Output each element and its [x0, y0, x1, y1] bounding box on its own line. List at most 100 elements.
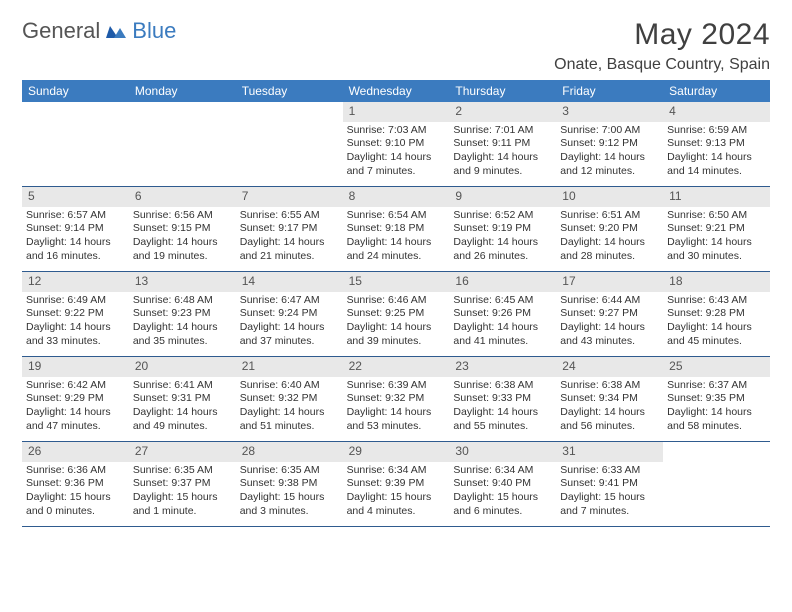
- day-header-cell: Tuesday: [236, 80, 343, 102]
- week-row: 19Sunrise: 6:42 AMSunset: 9:29 PMDayligh…: [22, 357, 770, 442]
- sunset-text: Sunset: 9:32 PM: [347, 392, 446, 406]
- sunrise-text: Sunrise: 6:46 AM: [347, 294, 446, 308]
- day-number: 25: [663, 357, 770, 377]
- daylight-text: Daylight: 15 hours and 7 minutes.: [560, 491, 659, 518]
- sunset-text: Sunset: 9:39 PM: [347, 477, 446, 491]
- sunset-text: Sunset: 9:33 PM: [453, 392, 552, 406]
- day-number: 9: [449, 187, 556, 207]
- cell-body: Sunrise: 7:00 AMSunset: 9:12 PMDaylight:…: [556, 124, 663, 183]
- daylight-text: Daylight: 14 hours and 33 minutes.: [26, 321, 125, 348]
- cell-body: Sunrise: 6:40 AMSunset: 9:32 PMDaylight:…: [236, 379, 343, 438]
- daylight-text: Daylight: 14 hours and 26 minutes.: [453, 236, 552, 263]
- sunrise-text: Sunrise: 6:39 AM: [347, 379, 446, 393]
- cell-body: [22, 124, 129, 128]
- calendar-cell: 27Sunrise: 6:35 AMSunset: 9:37 PMDayligh…: [129, 442, 236, 526]
- cell-body: [236, 124, 343, 128]
- cell-body: Sunrise: 6:34 AMSunset: 9:39 PMDaylight:…: [343, 464, 450, 523]
- sunset-text: Sunset: 9:22 PM: [26, 307, 125, 321]
- calendar-cell: 10Sunrise: 6:51 AMSunset: 9:20 PMDayligh…: [556, 187, 663, 271]
- calendar-cell: 13Sunrise: 6:48 AMSunset: 9:23 PMDayligh…: [129, 272, 236, 356]
- sunrise-text: Sunrise: 6:45 AM: [453, 294, 552, 308]
- daylight-text: Daylight: 14 hours and 58 minutes.: [667, 406, 766, 433]
- sunset-text: Sunset: 9:18 PM: [347, 222, 446, 236]
- calendar-cell: 3Sunrise: 7:00 AMSunset: 9:12 PMDaylight…: [556, 102, 663, 186]
- cell-body: [129, 124, 236, 128]
- sunrise-text: Sunrise: 6:55 AM: [240, 209, 339, 223]
- daylight-text: Daylight: 14 hours and 51 minutes.: [240, 406, 339, 433]
- day-number: 3: [556, 102, 663, 122]
- sunset-text: Sunset: 9:40 PM: [453, 477, 552, 491]
- calendar-cell: 1Sunrise: 7:03 AMSunset: 9:10 PMDaylight…: [343, 102, 450, 186]
- calendar-cell: 25Sunrise: 6:37 AMSunset: 9:35 PMDayligh…: [663, 357, 770, 441]
- sunset-text: Sunset: 9:14 PM: [26, 222, 125, 236]
- day-number: 4: [663, 102, 770, 122]
- calendar-cell: 15Sunrise: 6:46 AMSunset: 9:25 PMDayligh…: [343, 272, 450, 356]
- sunset-text: Sunset: 9:41 PM: [560, 477, 659, 491]
- title-block: May 2024 Onate, Basque Country, Spain: [554, 18, 770, 74]
- sunset-text: Sunset: 9:23 PM: [133, 307, 232, 321]
- day-number: 15: [343, 272, 450, 292]
- calendar-cell: 19Sunrise: 6:42 AMSunset: 9:29 PMDayligh…: [22, 357, 129, 441]
- sunset-text: Sunset: 9:20 PM: [560, 222, 659, 236]
- day-header-cell: Saturday: [663, 80, 770, 102]
- sunset-text: Sunset: 9:27 PM: [560, 307, 659, 321]
- daylight-text: Daylight: 14 hours and 41 minutes.: [453, 321, 552, 348]
- daylight-text: Daylight: 14 hours and 45 minutes.: [667, 321, 766, 348]
- calendar-cell: [22, 102, 129, 186]
- cell-body: Sunrise: 6:48 AMSunset: 9:23 PMDaylight:…: [129, 294, 236, 353]
- cell-body: Sunrise: 6:34 AMSunset: 9:40 PMDaylight:…: [449, 464, 556, 523]
- calendar-cell: 8Sunrise: 6:54 AMSunset: 9:18 PMDaylight…: [343, 187, 450, 271]
- sunset-text: Sunset: 9:19 PM: [453, 222, 552, 236]
- sunset-text: Sunset: 9:28 PM: [667, 307, 766, 321]
- day-number: 18: [663, 272, 770, 292]
- cell-body: Sunrise: 6:54 AMSunset: 9:18 PMDaylight:…: [343, 209, 450, 268]
- day-header-cell: Friday: [556, 80, 663, 102]
- calendar-cell: 12Sunrise: 6:49 AMSunset: 9:22 PMDayligh…: [22, 272, 129, 356]
- sunrise-text: Sunrise: 6:38 AM: [453, 379, 552, 393]
- sunrise-text: Sunrise: 6:43 AM: [667, 294, 766, 308]
- day-header-cell: Monday: [129, 80, 236, 102]
- day-header-cell: Wednesday: [343, 80, 450, 102]
- day-number: 17: [556, 272, 663, 292]
- sunset-text: Sunset: 9:17 PM: [240, 222, 339, 236]
- cell-body: Sunrise: 6:39 AMSunset: 9:32 PMDaylight:…: [343, 379, 450, 438]
- calendar-cell: [236, 102, 343, 186]
- sunset-text: Sunset: 9:21 PM: [667, 222, 766, 236]
- calendar-cell: 5Sunrise: 6:57 AMSunset: 9:14 PMDaylight…: [22, 187, 129, 271]
- day-number: 8: [343, 187, 450, 207]
- calendar-cell: 14Sunrise: 6:47 AMSunset: 9:24 PMDayligh…: [236, 272, 343, 356]
- calendar-cell: 26Sunrise: 6:36 AMSunset: 9:36 PMDayligh…: [22, 442, 129, 526]
- day-number: 21: [236, 357, 343, 377]
- calendar-cell: 4Sunrise: 6:59 AMSunset: 9:13 PMDaylight…: [663, 102, 770, 186]
- cell-body: Sunrise: 6:52 AMSunset: 9:19 PMDaylight:…: [449, 209, 556, 268]
- cell-body: Sunrise: 6:47 AMSunset: 9:24 PMDaylight:…: [236, 294, 343, 353]
- daylight-text: Daylight: 14 hours and 39 minutes.: [347, 321, 446, 348]
- week-row: 12Sunrise: 6:49 AMSunset: 9:22 PMDayligh…: [22, 272, 770, 357]
- day-number: 1: [343, 102, 450, 122]
- daylight-text: Daylight: 14 hours and 9 minutes.: [453, 151, 552, 178]
- daylight-text: Daylight: 15 hours and 6 minutes.: [453, 491, 552, 518]
- sunrise-text: Sunrise: 6:52 AM: [453, 209, 552, 223]
- cell-body: Sunrise: 6:37 AMSunset: 9:35 PMDaylight:…: [663, 379, 770, 438]
- sunset-text: Sunset: 9:24 PM: [240, 307, 339, 321]
- day-number: 2: [449, 102, 556, 122]
- logo-icon: [106, 18, 126, 44]
- sunrise-text: Sunrise: 6:41 AM: [133, 379, 232, 393]
- cell-body: Sunrise: 7:01 AMSunset: 9:11 PMDaylight:…: [449, 124, 556, 183]
- sunrise-text: Sunrise: 6:40 AM: [240, 379, 339, 393]
- week-row: 1Sunrise: 7:03 AMSunset: 9:10 PMDaylight…: [22, 102, 770, 187]
- cell-body: Sunrise: 6:44 AMSunset: 9:27 PMDaylight:…: [556, 294, 663, 353]
- daylight-text: Daylight: 14 hours and 14 minutes.: [667, 151, 766, 178]
- calendar-cell: 21Sunrise: 6:40 AMSunset: 9:32 PMDayligh…: [236, 357, 343, 441]
- calendar-cell: 31Sunrise: 6:33 AMSunset: 9:41 PMDayligh…: [556, 442, 663, 526]
- daylight-text: Daylight: 15 hours and 0 minutes.: [26, 491, 125, 518]
- day-number: 5: [22, 187, 129, 207]
- sunset-text: Sunset: 9:31 PM: [133, 392, 232, 406]
- sunrise-text: Sunrise: 6:59 AM: [667, 124, 766, 138]
- day-number: 11: [663, 187, 770, 207]
- sunrise-text: Sunrise: 6:42 AM: [26, 379, 125, 393]
- cell-body: Sunrise: 6:35 AMSunset: 9:38 PMDaylight:…: [236, 464, 343, 523]
- cell-body: [663, 464, 770, 468]
- daylight-text: Daylight: 14 hours and 7 minutes.: [347, 151, 446, 178]
- sunset-text: Sunset: 9:37 PM: [133, 477, 232, 491]
